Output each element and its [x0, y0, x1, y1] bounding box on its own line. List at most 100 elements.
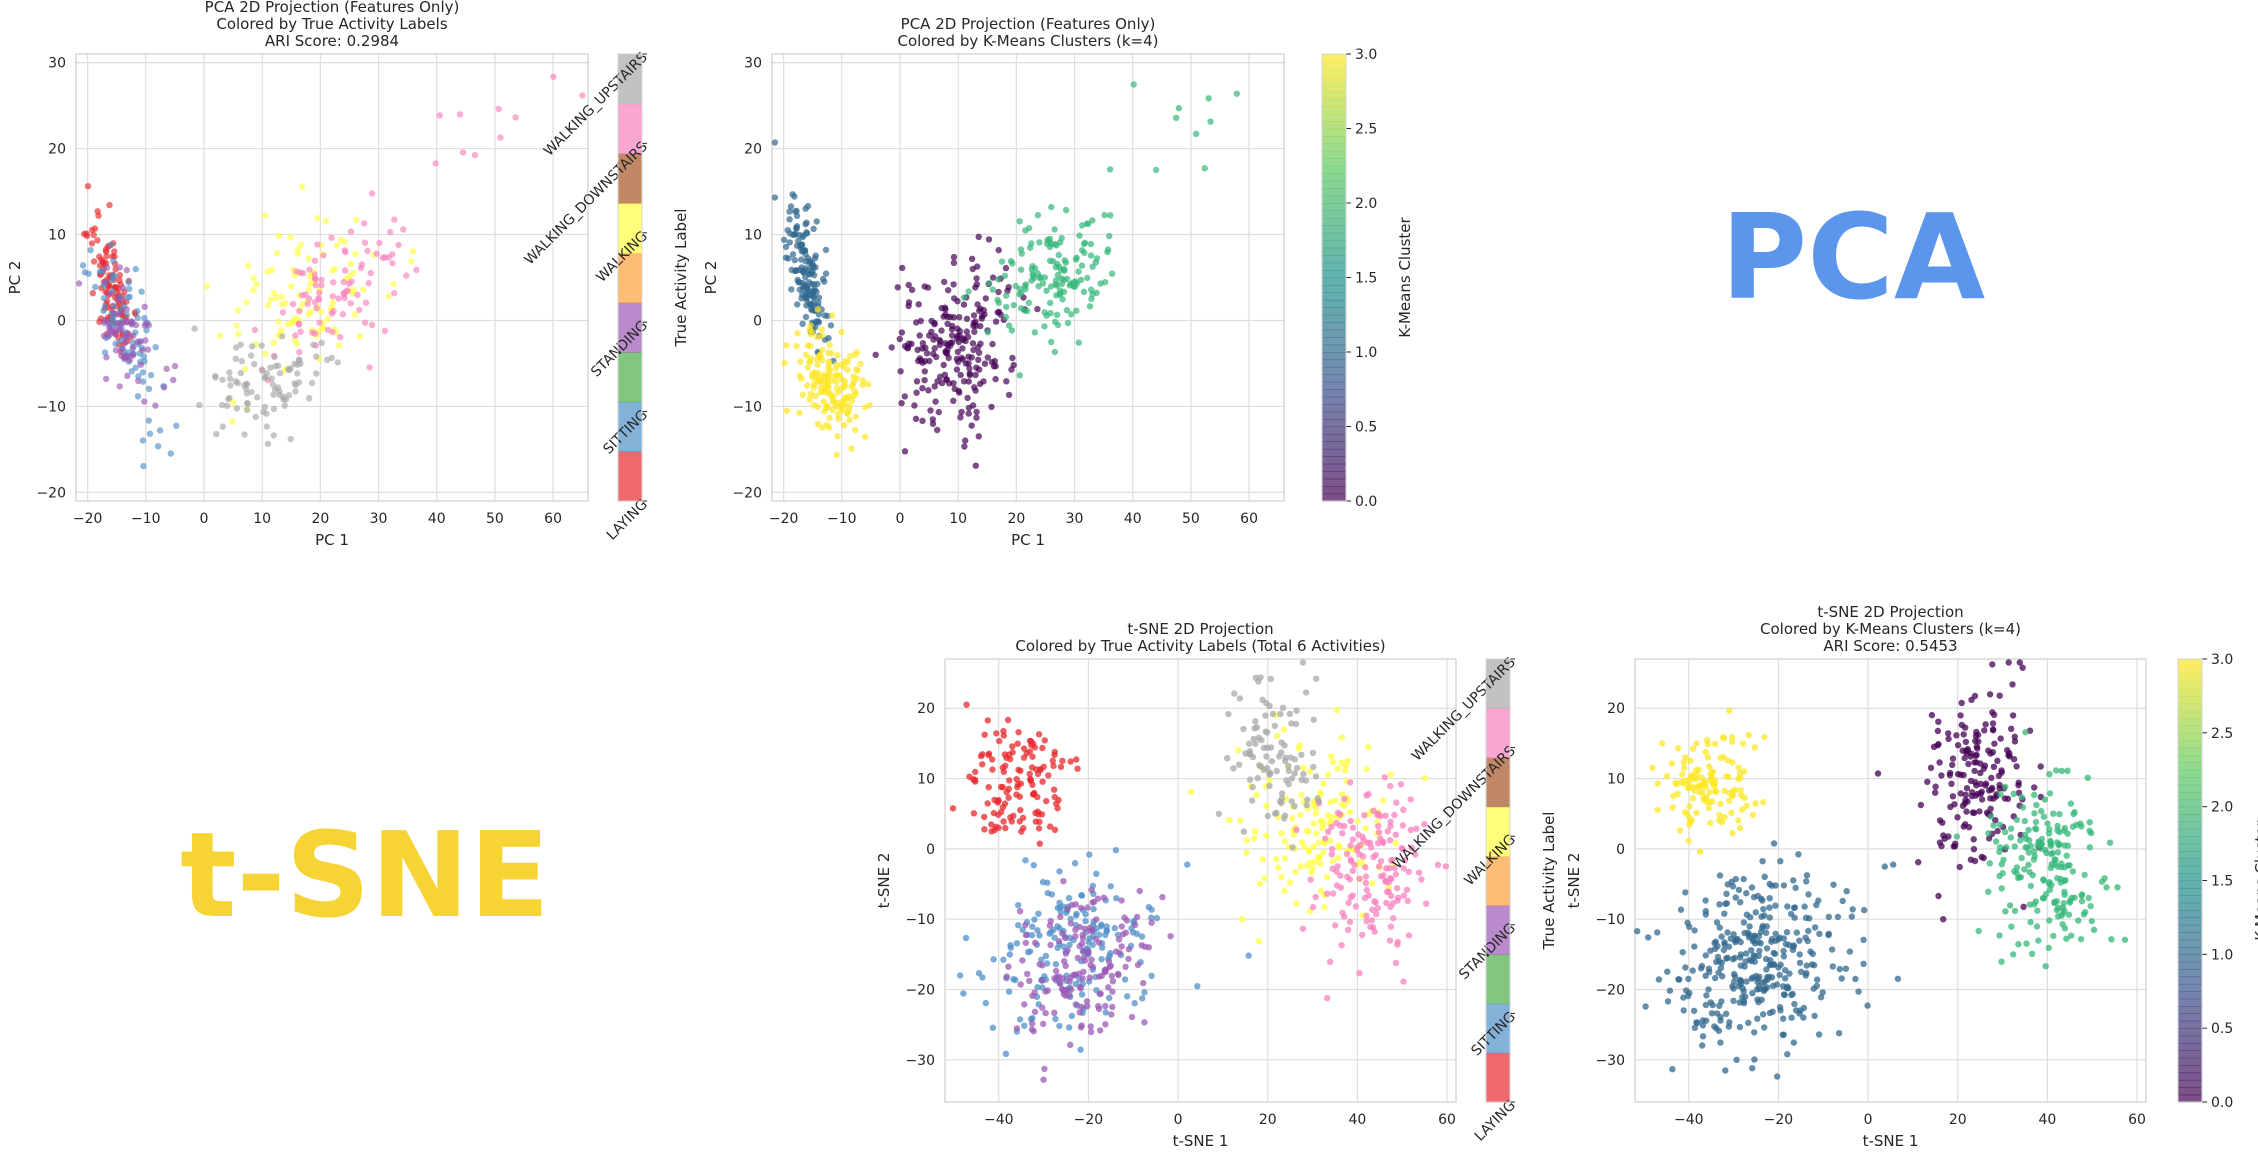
- scatter-point: [223, 402, 231, 409]
- scatter-point: [2066, 862, 2073, 869]
- scatter-point: [1035, 910, 1042, 917]
- scatter-point: [1864, 1002, 1871, 1009]
- colorbar-segment: [1322, 456, 1346, 465]
- scatter-point: [335, 295, 342, 302]
- scatter-point: [124, 294, 131, 301]
- scatter-point: [1748, 957, 1755, 965]
- scatter-point: [75, 280, 83, 287]
- scatter-point: [1118, 923, 1126, 930]
- scatter-point: [322, 217, 330, 225]
- scatter-point: [1686, 923, 1693, 930]
- scatter-point: [799, 320, 806, 327]
- scatter-point: [1442, 863, 1450, 870]
- scatter-point: [400, 226, 407, 233]
- colorbar-segment: [2178, 976, 2202, 985]
- scatter-point: [271, 289, 278, 297]
- x-tick-label: 40: [1348, 1112, 1366, 1128]
- scatter-point: [1704, 754, 1712, 761]
- scatter-point: [1846, 948, 1854, 955]
- scatter-point: [1699, 1022, 1707, 1029]
- y-tick-label: 10: [917, 772, 935, 788]
- scatter-point: [271, 353, 278, 361]
- scatter-point: [1016, 285, 1024, 293]
- scatter-point: [1780, 1015, 1787, 1022]
- scatter-point: [1362, 864, 1369, 871]
- scatter-point: [1397, 781, 1405, 788]
- scatter-point: [1367, 844, 1375, 851]
- scatter-point: [2029, 872, 2036, 879]
- scatter-point: [1299, 659, 1307, 666]
- scatter-point: [297, 241, 305, 248]
- scatter-point: [1735, 764, 1742, 771]
- scatter-point: [2040, 813, 2048, 820]
- chart-title-line: Colored by K-Means Clusters (k=4): [898, 32, 1159, 50]
- scatter-point: [1962, 791, 1969, 798]
- scatter-point: [353, 216, 360, 223]
- colorbar-segment: [1322, 411, 1346, 420]
- scatter-point: [1052, 977, 1060, 984]
- scatter-point: [1225, 710, 1232, 718]
- scatter-point: [853, 375, 860, 382]
- scatter-point: [1752, 800, 1759, 807]
- scatter-point: [1977, 760, 1984, 767]
- scatter-point: [798, 295, 805, 302]
- scatter-point: [1733, 1056, 1740, 1064]
- scatter-point: [1288, 798, 1296, 805]
- colorbar-segment: [1322, 344, 1346, 353]
- scatter-point: [1838, 975, 1845, 982]
- colorbar-segment: [1322, 195, 1346, 204]
- scatter-point: [1013, 776, 1020, 783]
- scatter-point: [2101, 875, 2108, 882]
- scatter-point: [1005, 391, 1013, 399]
- colorbar-segment: [618, 153, 642, 204]
- scatter-point: [1044, 236, 1051, 243]
- colorbar-segment: [2178, 791, 2202, 800]
- scatter-point: [1730, 970, 1738, 978]
- scatter-point: [261, 212, 269, 219]
- scatter-point: [966, 371, 974, 379]
- scatter-point: [984, 800, 991, 807]
- scatter-point: [287, 365, 294, 372]
- scatter-point: [163, 365, 170, 372]
- scatter-point: [1102, 1021, 1109, 1028]
- scatter-point: [1251, 725, 1258, 732]
- scatter-point: [1014, 783, 1021, 791]
- scatter-point: [989, 274, 997, 281]
- scatter-point: [807, 331, 815, 338]
- scatter-point: [934, 426, 941, 434]
- scatter-point: [1030, 740, 1037, 747]
- scatter-point: [2061, 891, 2068, 898]
- scatter-point: [1019, 926, 1026, 933]
- scatter-point: [960, 335, 967, 342]
- scatter-point: [1689, 795, 1697, 802]
- colorbar-segment: [2178, 814, 2202, 823]
- scatter-point: [1970, 846, 1978, 853]
- scatter-point: [957, 414, 964, 421]
- scatter-point: [1707, 771, 1714, 778]
- scatter-point: [287, 435, 294, 443]
- scatter-point: [2055, 841, 2062, 849]
- scatter-point: [1649, 764, 1656, 771]
- scatter-point: [1989, 720, 1997, 727]
- colorbar-segment: [1322, 307, 1346, 316]
- scatter-point: [1311, 858, 1319, 865]
- scatter-point: [1329, 858, 1337, 865]
- scatter-point: [1337, 811, 1344, 818]
- scatter-point: [2054, 875, 2061, 882]
- scatter-point: [1079, 975, 1086, 982]
- scatter-point: [330, 279, 337, 286]
- scatter-point: [1246, 740, 1253, 747]
- scatter-point: [389, 251, 396, 258]
- scatter-point: [1295, 745, 1303, 752]
- plot-area: [945, 659, 1456, 1102]
- scatter-point: [932, 398, 939, 405]
- scatter-point: [1707, 819, 1714, 827]
- scatter-point: [262, 373, 269, 381]
- scatter-point: [914, 346, 921, 353]
- scatter-point: [1008, 327, 1016, 334]
- scatter-point: [1971, 692, 1979, 700]
- scatter-point: [1064, 905, 1071, 913]
- scatter-point: [2077, 936, 2085, 943]
- scatter-point: [337, 236, 344, 244]
- scatter-point: [270, 432, 277, 439]
